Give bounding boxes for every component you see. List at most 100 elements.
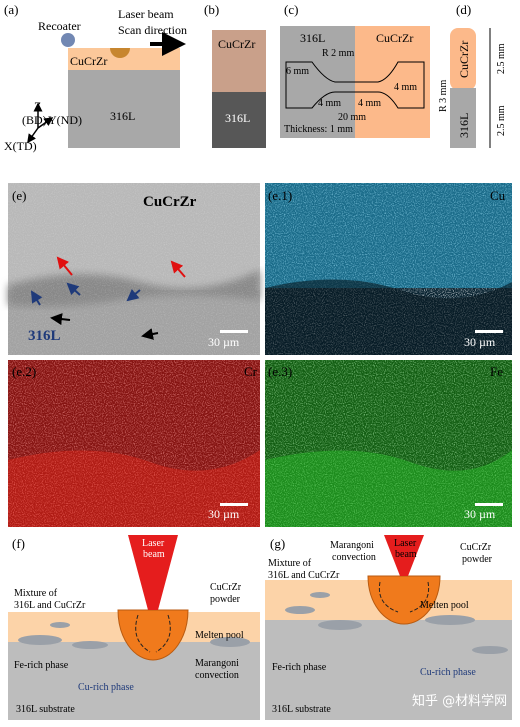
scale-bar [220,330,248,333]
label: 316L [300,31,325,45]
label: Cu-rich phase [78,682,134,693]
label: X(TD) [4,139,37,153]
label: Y(ND) [48,113,82,127]
axes [27,102,54,144]
tag: (d) [456,2,471,17]
label: 316L and CuCrZr [14,600,86,611]
label: CuCrZr [376,31,413,45]
label: Recoater [38,19,81,33]
watermark: 知乎 @材料学网 [412,693,507,709]
panel-e3: (e.3) Fe 30 µm [265,360,512,527]
label: Fe-rich phase [14,660,69,671]
label: Scan direction [118,23,187,37]
panel-c: (c) 316L CuCrZr R 2 mm 6 mm 4 mm 4 mm 4 … [280,2,430,138]
panel-b: (b) CuCrZr 316L [204,2,266,148]
label: R 2 mm [322,48,354,59]
panel-e2: (e.2) Cr 30 µm [8,360,260,527]
label: 4 mm [394,82,417,93]
label: Melten pool [195,630,244,641]
phases [285,592,508,654]
label: CuCrZr [218,37,255,51]
cu-poor [265,279,512,355]
recoater [61,33,75,47]
label: 316L [28,328,61,344]
label: convection [332,552,376,563]
label: 2.5 mm [496,105,507,136]
specimen-outline [285,61,425,109]
panel-e1: (e.1) Cu 30 µm [265,183,512,355]
label: 316L [457,113,471,138]
label: 316L and CuCrZr [268,570,340,581]
panel-g: (g) Laser beam CuCrZr powder Mixture of … [265,535,512,720]
label: Cu [490,188,506,203]
label: (BD) [22,113,47,127]
panel-a: (a) Recoater Laser beam Scan direction C… [4,2,187,153]
laser-beam [128,535,178,610]
cu-rich [265,183,512,288]
substrate [8,642,260,720]
panel-e: (e) CuCrZr 316L 30 µm [8,183,260,355]
label: Thickness: 1 mm [284,124,353,135]
label: Cr [244,364,258,379]
label: CuCrZr [210,582,242,593]
label: Mixture of [268,558,312,569]
photo-top [212,30,266,92]
melt-pool [367,575,441,625]
tag: (a) [4,2,18,17]
label: Marangoni [330,540,374,551]
label: powder [210,594,241,605]
tag: (e) [12,188,26,203]
laser-beam [384,535,424,576]
label: 6 mm [286,66,309,77]
cylinder-bottom [450,88,476,148]
substrate [265,620,512,720]
label: 20 mm [338,112,366,123]
photo-bottom [212,92,266,148]
scale-label: 30 µm [208,335,240,349]
label: CuCrZr [70,54,107,68]
label: Fe-rich phase [272,662,327,673]
map-noise [265,360,512,527]
label: Laser [394,538,417,549]
tag: (e.2) [12,364,36,379]
substrate [68,70,180,148]
panel-f: (f) Laser beam CuCrZr powder Mixture of … [8,530,260,720]
fe-tint [265,360,512,527]
convection [378,581,430,613]
scale-bar [475,330,503,333]
label: Mixture of [14,588,58,599]
label: 4 mm [318,98,341,109]
tag: (g) [270,536,285,551]
scale-label: 30 µm [464,507,496,521]
tag: (e.3) [268,364,292,379]
tag: (c) [284,2,298,17]
label: Cu-rich phase [420,667,476,678]
arrows [30,256,186,340]
tag: (b) [204,2,219,17]
fe-rich [265,450,512,527]
cylinder-top [450,28,476,90]
phases [18,622,250,649]
label: 316L substrate [272,704,331,715]
cucrzr-layer [68,48,180,70]
scale-label: 30 µm [208,507,240,521]
label: 316L [110,109,135,123]
label: Z [34,99,41,113]
cr-rich [8,450,260,527]
label: beam [143,549,165,560]
scale-label: 30 µm [464,335,496,349]
label: 316L substrate [16,704,75,715]
label: beam [395,549,417,560]
label: 2.5 mm [496,43,507,74]
label: powder [462,554,493,565]
pool [110,48,130,58]
melt-pool [117,609,189,661]
label: Melten pool [420,600,469,611]
label: Marangoni [195,658,239,669]
label: 4 mm [358,98,381,109]
label: Laser beam [118,7,174,21]
label: CuCrZr [143,194,197,210]
label: convection [195,670,239,681]
scale-bar [220,503,248,506]
